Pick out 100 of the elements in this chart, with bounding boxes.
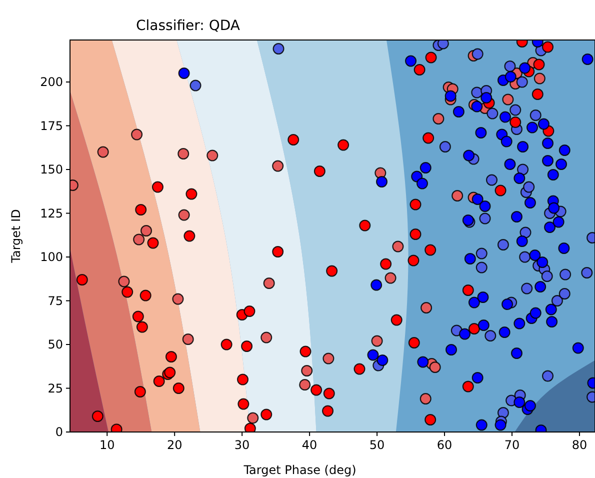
point — [301, 365, 313, 376]
x-tick-label: 30 — [234, 438, 250, 452]
point — [322, 405, 334, 417]
point — [471, 86, 483, 98]
point — [272, 43, 284, 54]
y-tick-label: 175 — [40, 118, 63, 133]
point — [581, 267, 593, 278]
point — [359, 220, 371, 232]
point — [131, 128, 143, 140]
point — [97, 146, 109, 158]
point — [523, 181, 535, 193]
point — [244, 422, 256, 432]
point — [462, 380, 474, 392]
point — [135, 204, 147, 216]
point — [241, 340, 253, 352]
y-tick-label: 150 — [40, 162, 63, 176]
point — [178, 209, 190, 221]
point — [132, 310, 144, 322]
point — [260, 332, 272, 344]
y-tick-label: 200 — [40, 75, 63, 89]
point — [520, 226, 532, 238]
point — [133, 234, 145, 246]
point — [504, 60, 516, 72]
point — [502, 94, 514, 106]
point — [558, 288, 570, 300]
point — [263, 278, 275, 289]
point — [410, 228, 422, 240]
point — [122, 286, 134, 298]
point — [541, 270, 553, 282]
point — [472, 48, 484, 60]
point — [437, 40, 449, 50]
point — [476, 262, 488, 274]
point — [182, 334, 194, 345]
point — [510, 104, 522, 116]
y-tick-label: 25 — [48, 381, 63, 396]
point — [516, 76, 528, 88]
chart-title: Classifier: QDA — [136, 18, 240, 34]
x-tick-label: 70 — [504, 438, 520, 452]
point — [392, 240, 404, 252]
point — [497, 407, 509, 418]
point — [420, 302, 432, 314]
point — [425, 52, 437, 64]
point — [338, 139, 350, 151]
x-tick-label: 60 — [436, 438, 452, 452]
point — [521, 282, 533, 294]
x-axis-title: Target Phase (deg) — [242, 463, 356, 477]
point — [468, 323, 480, 334]
point — [76, 274, 88, 286]
point — [184, 230, 196, 242]
point — [519, 251, 531, 263]
point — [172, 293, 184, 305]
point — [532, 88, 544, 100]
point — [510, 116, 522, 128]
point — [408, 254, 420, 266]
point — [220, 338, 232, 350]
point — [530, 110, 542, 121]
y-tick-label: 50 — [48, 338, 63, 352]
point — [452, 190, 464, 202]
point — [178, 148, 190, 160]
point — [484, 330, 496, 342]
point — [517, 164, 529, 176]
point — [237, 374, 248, 386]
point — [486, 108, 498, 120]
x-tick-label: 40 — [302, 438, 318, 452]
point — [310, 384, 322, 396]
point — [420, 393, 432, 404]
point — [92, 410, 104, 422]
point — [299, 379, 311, 390]
point — [172, 382, 184, 394]
point — [380, 258, 392, 270]
y-tick-label: 100 — [40, 250, 63, 264]
point — [326, 265, 338, 277]
point — [432, 113, 444, 124]
y-tick-label: 75 — [48, 294, 63, 308]
point — [476, 248, 488, 260]
y-tick-label: 0 — [55, 425, 63, 439]
point — [479, 212, 491, 224]
point — [272, 160, 284, 172]
point — [414, 64, 426, 76]
point — [186, 188, 198, 200]
point — [486, 174, 498, 186]
point — [288, 134, 300, 146]
point — [439, 141, 451, 152]
point — [322, 352, 334, 364]
point — [462, 284, 474, 296]
point — [136, 321, 148, 333]
point — [354, 363, 366, 375]
point — [118, 276, 130, 288]
point — [165, 351, 177, 362]
point — [247, 412, 259, 424]
point — [153, 376, 165, 387]
point — [206, 150, 218, 162]
point — [371, 335, 383, 347]
point — [390, 314, 402, 326]
point — [429, 362, 441, 373]
point — [272, 246, 284, 258]
x-tick-label: 50 — [369, 438, 385, 452]
point — [314, 166, 326, 177]
point — [300, 346, 312, 358]
point — [422, 132, 434, 144]
